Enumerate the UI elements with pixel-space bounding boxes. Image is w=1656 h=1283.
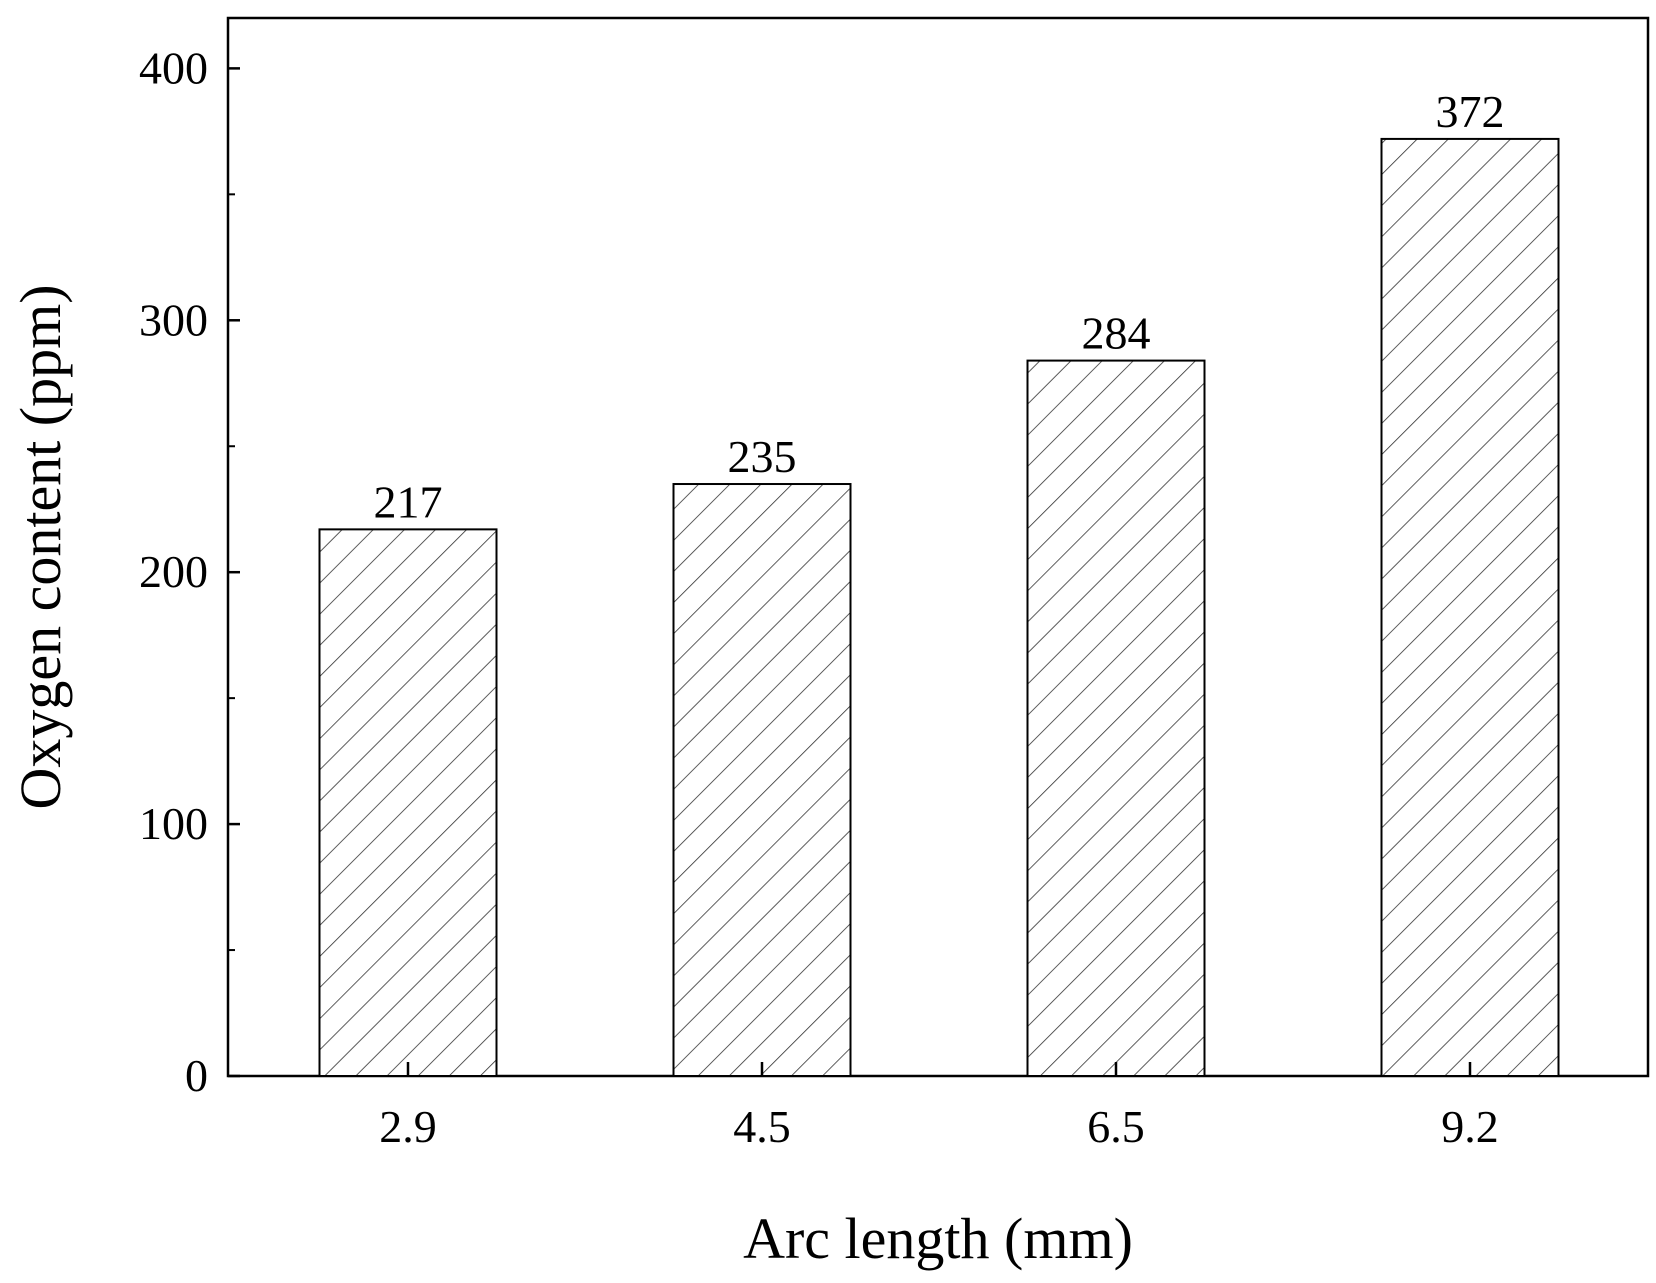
x-tick-label: 2.9 — [379, 1101, 437, 1152]
y-tick-label: 300 — [139, 294, 208, 345]
y-tick-label: 200 — [139, 546, 208, 597]
bar-9.2 — [1380, 137, 1560, 1077]
x-tick-label: 9.2 — [1441, 1101, 1499, 1152]
y-tick-label: 100 — [139, 798, 208, 849]
data-label-4.5: 235 — [728, 431, 797, 482]
data-label-2.9: 217 — [374, 476, 443, 527]
y-tick-label: 0 — [185, 1050, 208, 1101]
y-tick-label: 400 — [139, 42, 208, 93]
y-axis: 0 100 200 300 400 — [139, 42, 240, 1101]
bar-6.5 — [1026, 359, 1206, 1078]
y-axis-title: Oxygen content (ppm) — [8, 284, 73, 809]
x-tick-label: 6.5 — [1087, 1101, 1145, 1152]
bars-layer: 217 235 284 372 — [318, 86, 1560, 1078]
data-label-6.5: 284 — [1082, 308, 1151, 359]
data-label-9.2: 372 — [1436, 86, 1505, 137]
bar-2.9 — [318, 528, 498, 1077]
bar-4.5 — [672, 483, 852, 1077]
x-axis: 2.9 4.5 6.5 9.2 — [379, 1062, 1499, 1152]
x-axis-title: Arc length (mm) — [743, 1206, 1133, 1271]
x-tick-label: 4.5 — [733, 1101, 791, 1152]
